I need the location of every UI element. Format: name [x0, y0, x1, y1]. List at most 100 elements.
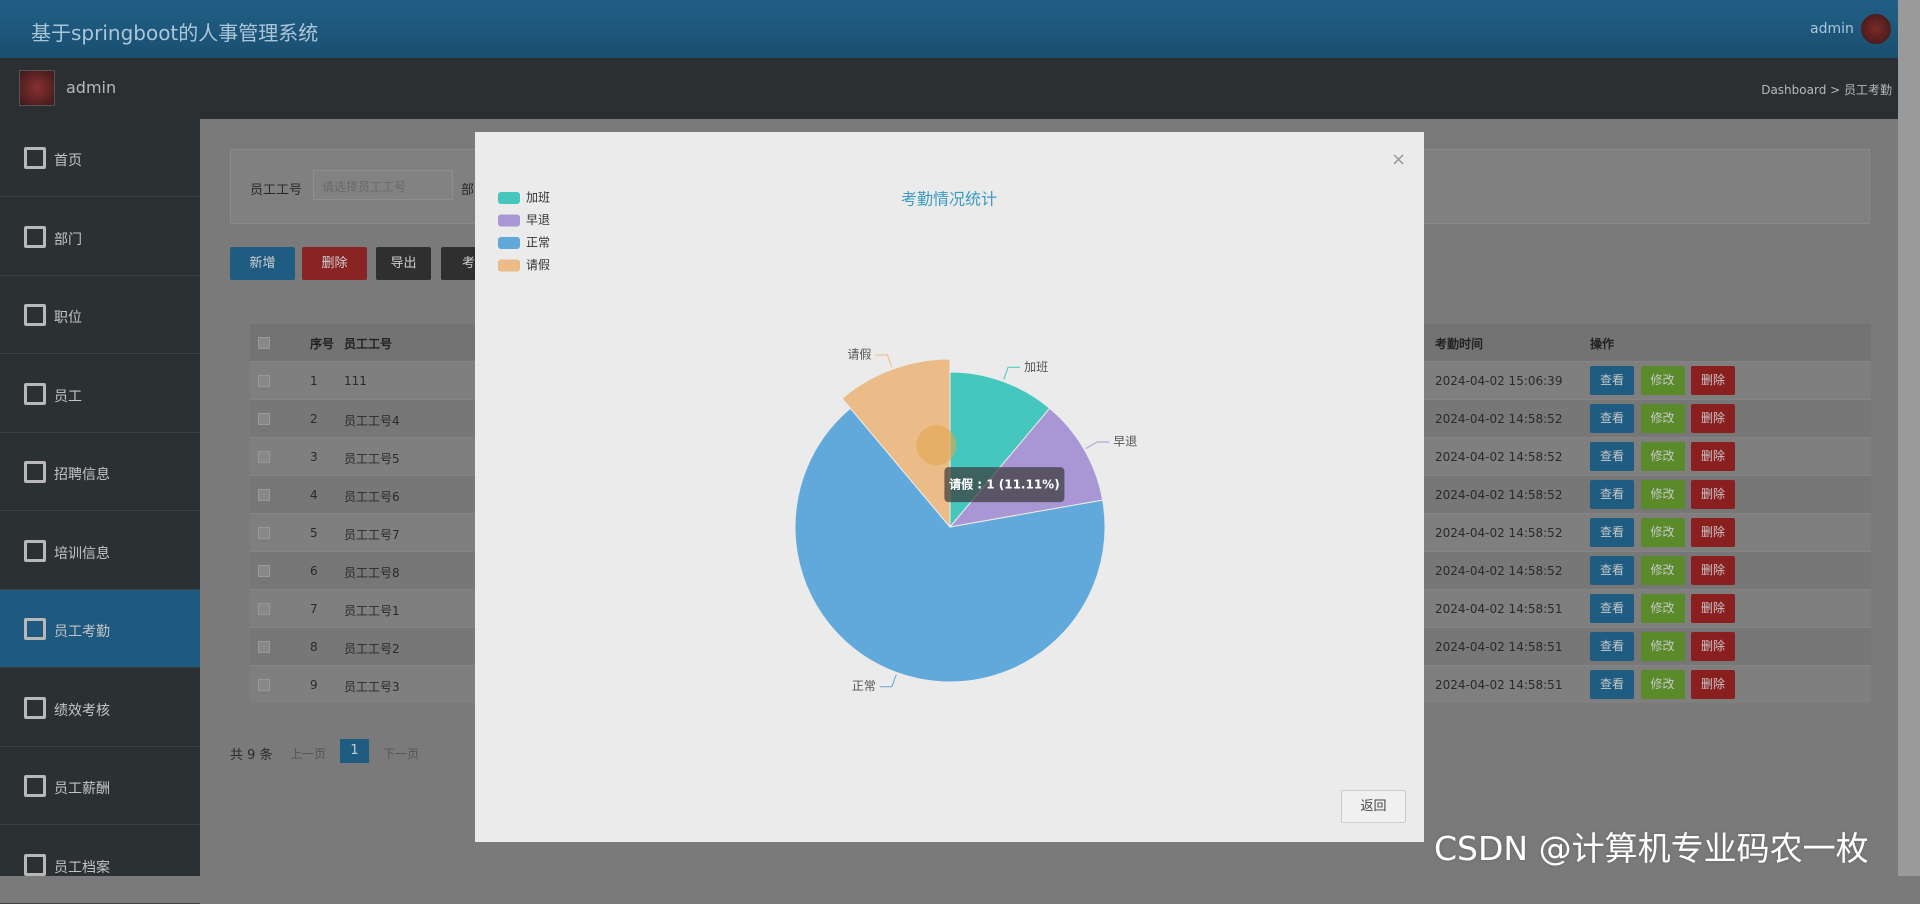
- action-button[interactable]: 删除: [1691, 670, 1735, 699]
- action-button[interactable]: 删除: [1691, 594, 1735, 623]
- menu-icon: [24, 304, 46, 326]
- user-name: admin: [66, 78, 117, 97]
- search-select[interactable]: 请选择员工工号: [313, 170, 453, 200]
- menu-item[interactable]: 部门: [0, 198, 200, 276]
- action-button[interactable]: 删除: [1691, 480, 1735, 509]
- menu-label[interactable]: 员工: [54, 388, 82, 405]
- action-button[interactable]: 查看: [1590, 632, 1634, 661]
- pagination-prev[interactable]: 上一页: [290, 747, 327, 761]
- modal: 考勤情况统计 加班 早退 正常 请假 加班 早退 正常 请假 请假 : 1 (11.11%) ×…: [475, 132, 1424, 842]
- action-button[interactable]: 修改: [1640, 594, 1685, 623]
- checkbox[interactable]: [258, 603, 270, 615]
- checkbox[interactable]: [258, 641, 270, 653]
- action-button[interactable]: 修改: [1640, 556, 1685, 585]
- column-header: 序号: [310, 337, 335, 351]
- pagination-page[interactable]: 1: [340, 739, 369, 763]
- action-button[interactable]: 删除: [1691, 366, 1735, 395]
- back-button[interactable]: 返回: [1341, 790, 1406, 823]
- action-button[interactable]: 删除: [1691, 556, 1735, 585]
- slice-label: 请假: [847, 348, 871, 362]
- action-button[interactable]: 查看: [1590, 556, 1634, 585]
- checkbox[interactable]: [258, 375, 270, 387]
- label-line: [1003, 366, 1021, 380]
- cell: 员工工号4: [344, 414, 400, 428]
- column-header[interactable]: 考勤时间: [1435, 337, 1484, 351]
- tooltip-box: [944, 467, 1065, 503]
- menu-label[interactable]: 招聘信息: [54, 467, 110, 483]
- toolbar-button[interactable]: 导出: [376, 247, 431, 280]
- checkbox[interactable]: [258, 565, 270, 577]
- checkbox[interactable]: [258, 679, 270, 691]
- action-button[interactable]: 查看: [1590, 366, 1634, 395]
- action-button[interactable]: 删除: [1691, 518, 1735, 547]
- action-button[interactable]: 修改: [1640, 366, 1685, 395]
- menu-label[interactable]: 员工档案: [54, 859, 110, 876]
- legend-label: 早退: [526, 213, 550, 227]
- column-header: 操作: [1590, 337, 1615, 351]
- action-button[interactable]: 修改: [1640, 480, 1685, 509]
- menu-item[interactable]: 培训信息: [0, 512, 200, 590]
- cell: 2024-04-02 14:58:51: [1435, 602, 1563, 616]
- toolbar-button[interactable]: 新增: [230, 247, 295, 280]
- action-button[interactable]: 查看: [1590, 404, 1634, 433]
- column-header[interactable]: 员工工号: [344, 337, 393, 351]
- watermark: CSDN @计算机专业码农一枚: [1434, 829, 1869, 868]
- menu-item[interactable]: 职位: [0, 276, 200, 354]
- action-button[interactable]: 删除: [1691, 632, 1735, 661]
- pagination-next[interactable]: 下一页: [383, 747, 420, 761]
- menu-item[interactable]: 员工档案: [0, 826, 200, 904]
- action-button[interactable]: 删除: [1691, 442, 1735, 471]
- action-button[interactable]: 查看: [1590, 518, 1634, 547]
- menu-label[interactable]: 培训信息: [54, 545, 110, 562]
- action-button[interactable]: 修改: [1640, 670, 1685, 699]
- action-button[interactable]: 修改: [1640, 632, 1685, 661]
- menu-item[interactable]: 员工薪酬: [0, 747, 200, 825]
- legend-label: 加班: [526, 191, 550, 205]
- menu-item[interactable]: 员工考勤: [0, 590, 200, 668]
- legend-label: 请假: [526, 258, 550, 272]
- cell: 7: [310, 602, 318, 616]
- sub-bar: admin Dashboard > 员工考勤: [0, 58, 1920, 119]
- cell: 员工工号5: [344, 452, 400, 466]
- menu-label[interactable]: 员工薪酬: [54, 781, 110, 797]
- action-button[interactable]: 查看: [1590, 442, 1634, 471]
- scrollbar[interactable]: [1898, 0, 1920, 876]
- menu-label[interactable]: 员工考勤: [54, 624, 110, 640]
- action-button[interactable]: 查看: [1590, 594, 1634, 623]
- action-button[interactable]: 查看: [1590, 480, 1634, 509]
- breadcrumb[interactable]: Dashboard > 员工考勤: [1761, 83, 1892, 97]
- cell: 员工工号2: [344, 642, 400, 656]
- checkbox[interactable]: [258, 489, 270, 501]
- cell: 2024-04-02 14:58:52: [1435, 412, 1563, 426]
- pagination-total: 共 9 条: [230, 748, 273, 763]
- checkbox[interactable]: [258, 413, 270, 425]
- action-button[interactable]: 查看: [1590, 670, 1634, 699]
- modal-close[interactable]: ×: [1391, 149, 1407, 170]
- menu-label[interactable]: 部门: [54, 231, 82, 248]
- menu-item[interactable]: 员工: [0, 355, 200, 433]
- action-button[interactable]: 修改: [1640, 518, 1685, 547]
- cell: 员工工号6: [344, 490, 400, 504]
- action-button[interactable]: 修改: [1640, 404, 1685, 433]
- menu-label[interactable]: 职位: [54, 310, 82, 326]
- action-button[interactable]: 删除: [1691, 404, 1735, 433]
- menu-label[interactable]: 首页: [54, 153, 82, 169]
- tooltip-text: 请假 : 1 (11.11%): [949, 477, 1060, 492]
- menu-item[interactable]: 绩效考核: [0, 669, 200, 747]
- cell: 6: [310, 564, 318, 578]
- cell: 8: [310, 640, 318, 654]
- menu-label[interactable]: 绩效考核: [54, 702, 110, 719]
- slice-label: 正常: [852, 679, 876, 693]
- checkbox[interactable]: [258, 527, 270, 539]
- checkbox[interactable]: [258, 451, 270, 463]
- menu-item[interactable]: 首页: [0, 119, 200, 197]
- action-button[interactable]: 修改: [1640, 442, 1685, 471]
- avatar[interactable]: [1861, 14, 1891, 44]
- checkbox[interactable]: [258, 337, 270, 349]
- avatar: [19, 70, 55, 106]
- menu-item[interactable]: 招聘信息: [0, 433, 200, 511]
- toolbar-button[interactable]: 删除: [302, 247, 367, 280]
- user-name[interactable]: admin: [1810, 21, 1854, 37]
- menu-icon: [24, 461, 46, 483]
